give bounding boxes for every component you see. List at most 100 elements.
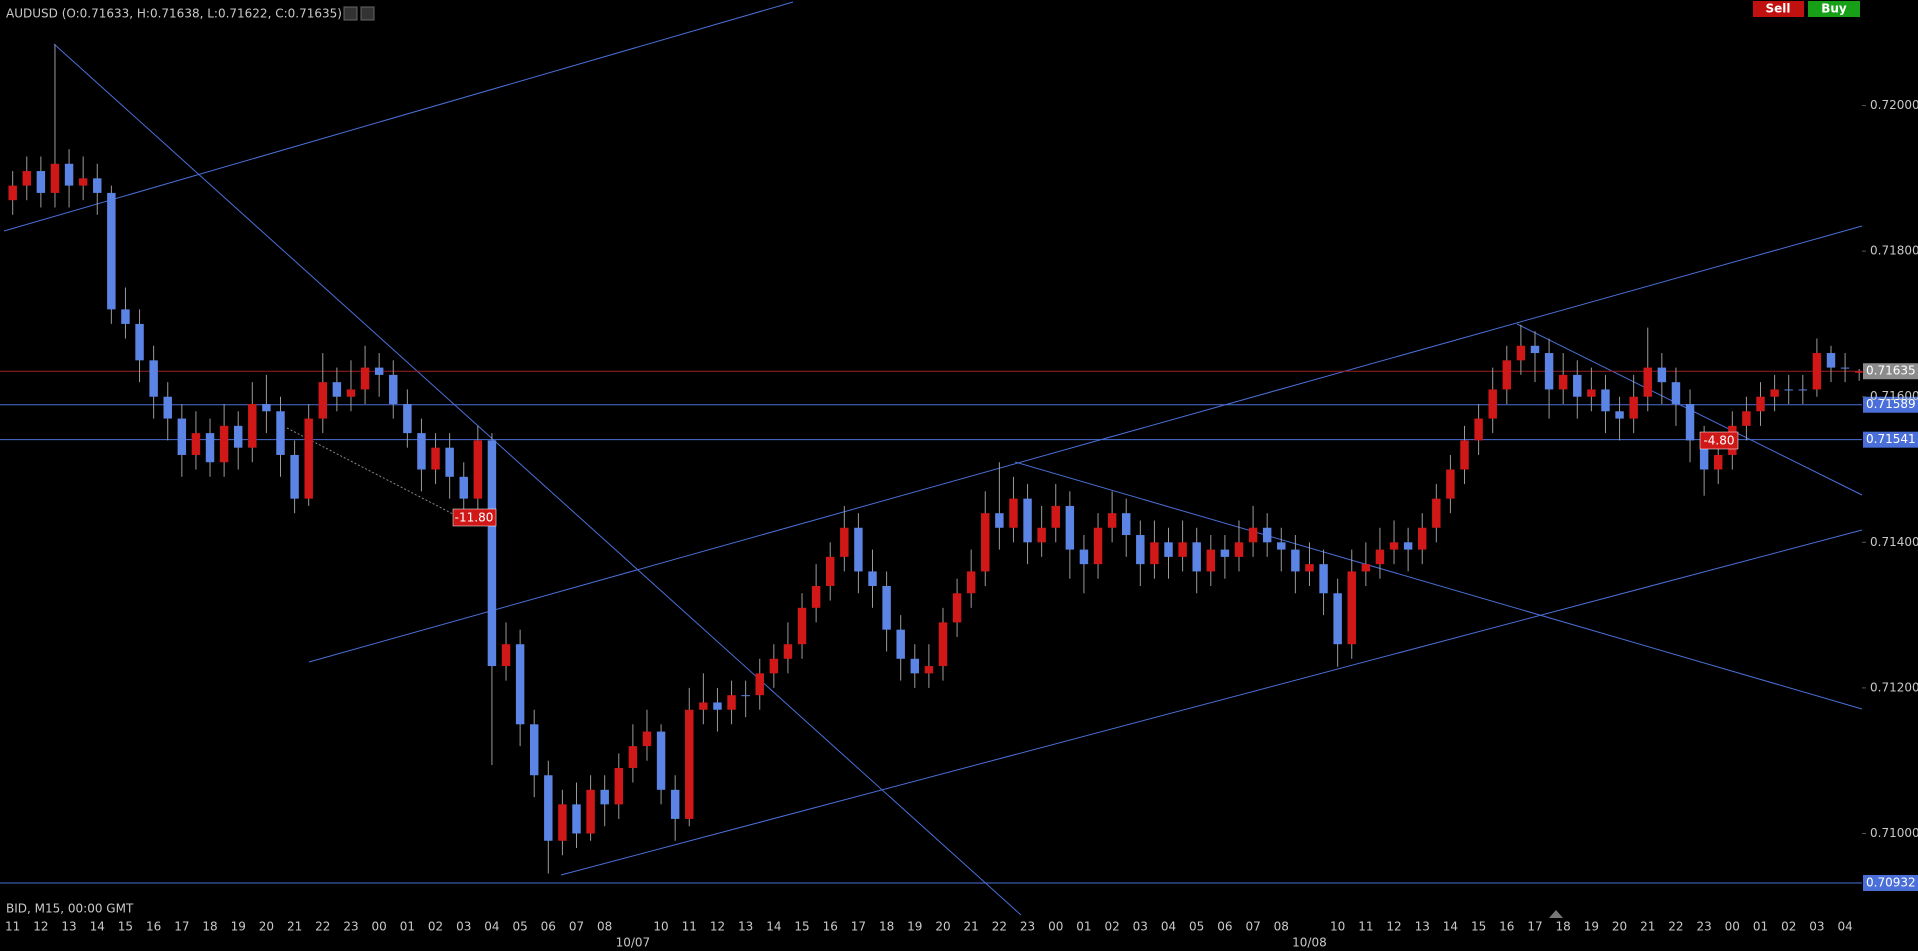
x-tick-label: 15	[118, 920, 133, 934]
x-tick-label: 10	[1330, 920, 1345, 934]
x-tick-label: 22	[992, 920, 1007, 934]
x-tick-label: 18	[202, 920, 217, 934]
level-label: 0.71635	[1866, 364, 1916, 378]
candle-body	[1291, 549, 1300, 572]
x-tick-label: 04	[1161, 920, 1176, 934]
chart-title: AUDUSD (O:0.71633, H:0.71638, L:0.71622,…	[6, 7, 342, 21]
candle-body	[656, 731, 666, 790]
scroll-marker	[1549, 910, 1563, 918]
level-label-box	[1863, 396, 1918, 413]
date-label: 10/08	[1292, 936, 1327, 950]
y-tick-label: 0.71600	[1870, 389, 1918, 403]
icon-button[interactable]	[360, 6, 375, 21]
candle-body	[938, 622, 948, 667]
candle-body	[981, 513, 990, 572]
candle-body	[699, 702, 708, 710]
axes: 0.72000 0.71800 0.71600 0.71400 0.71200 0.710…	[5, 98, 1918, 949]
candle-body	[318, 382, 328, 419]
candle-body	[459, 476, 468, 499]
candle-body	[346, 389, 356, 397]
candle-body	[1192, 542, 1201, 572]
candle-body	[107, 192, 116, 310]
x-tick-label: 23	[343, 920, 358, 934]
x-tick-label: 03	[1133, 920, 1148, 934]
x-tick-label: 02	[1104, 920, 1119, 934]
candle-body	[93, 178, 102, 193]
annotation-box	[1699, 431, 1739, 450]
buy-button[interactable]	[1808, 1, 1860, 17]
x-tick-label: 12	[710, 920, 725, 934]
candle-body	[1262, 527, 1272, 543]
x-tick-label: 00	[1048, 920, 1063, 934]
candle-body	[1375, 549, 1385, 565]
x-tick-label: 19	[907, 920, 922, 934]
x-tick-label: 00	[372, 920, 387, 934]
candle-body	[1784, 389, 1793, 391]
x-tick-label: 14	[766, 920, 781, 934]
candle-body	[135, 323, 144, 361]
candle-body	[163, 396, 172, 419]
sell-label[interactable]: Sell	[1765, 2, 1790, 16]
x-tick-label: 13	[61, 920, 76, 934]
candle-body	[1361, 564, 1371, 572]
x-tick-label: 22	[315, 920, 330, 934]
candle-body	[1601, 389, 1610, 412]
x-tick-label: 04	[484, 920, 499, 934]
candle-body	[515, 644, 525, 725]
x-tick-label: 05	[512, 920, 527, 934]
candle-body	[1403, 542, 1413, 550]
y-tick-label: 0.71400	[1870, 535, 1918, 549]
trend-line	[53, 43, 1022, 916]
sell-button[interactable]	[1753, 1, 1804, 17]
candle-body	[248, 404, 257, 448]
y-tick-label: 0.71000	[1870, 826, 1918, 840]
trend-line	[1014, 461, 1863, 710]
candle-body	[1333, 593, 1342, 645]
buy-label[interactable]: Buy	[1821, 2, 1847, 16]
candle-body	[473, 440, 483, 499]
candle-body	[1671, 382, 1681, 405]
candle-body	[1657, 367, 1667, 383]
candle-body	[1206, 549, 1216, 572]
candle-body	[1756, 396, 1765, 412]
candle-body	[896, 629, 905, 659]
candle-body	[233, 425, 243, 448]
candle-body	[769, 658, 779, 674]
candle-body	[586, 789, 595, 834]
candle-body	[840, 527, 849, 557]
candle-body	[1389, 542, 1399, 550]
candle-body	[600, 789, 609, 805]
candle-body	[910, 658, 920, 674]
candle-body	[685, 709, 694, 819]
candle-body	[1107, 513, 1117, 528]
candle-body	[854, 527, 863, 572]
level-label: 0.71589	[1866, 397, 1916, 411]
x-tick-label: 06	[541, 920, 556, 934]
candle-body	[952, 593, 962, 623]
trend-line	[3, 1, 794, 232]
candle-body	[1544, 353, 1554, 390]
candle-body	[1305, 564, 1314, 572]
candle-body	[558, 804, 567, 841]
x-tick-label: 01	[400, 920, 415, 934]
candle-body	[1460, 440, 1469, 470]
candle-body	[529, 724, 539, 776]
candle-body	[1530, 345, 1540, 354]
x-tick-label: 13	[1415, 920, 1430, 934]
candle-body	[642, 731, 652, 747]
candle-body	[149, 360, 158, 397]
candle-body	[1164, 542, 1173, 557]
icon-button[interactable]	[343, 6, 358, 21]
candle-body	[1121, 513, 1131, 536]
candle-body	[1474, 418, 1483, 441]
x-tick-label: 22	[1668, 920, 1683, 934]
candle-body	[50, 163, 60, 193]
x-tick-label: 18	[879, 920, 894, 934]
candle-body	[572, 804, 581, 834]
x-tick-label: 20	[1612, 920, 1627, 934]
candle-body	[1417, 527, 1427, 550]
y-tick-label: 0.72000	[1870, 98, 1918, 112]
